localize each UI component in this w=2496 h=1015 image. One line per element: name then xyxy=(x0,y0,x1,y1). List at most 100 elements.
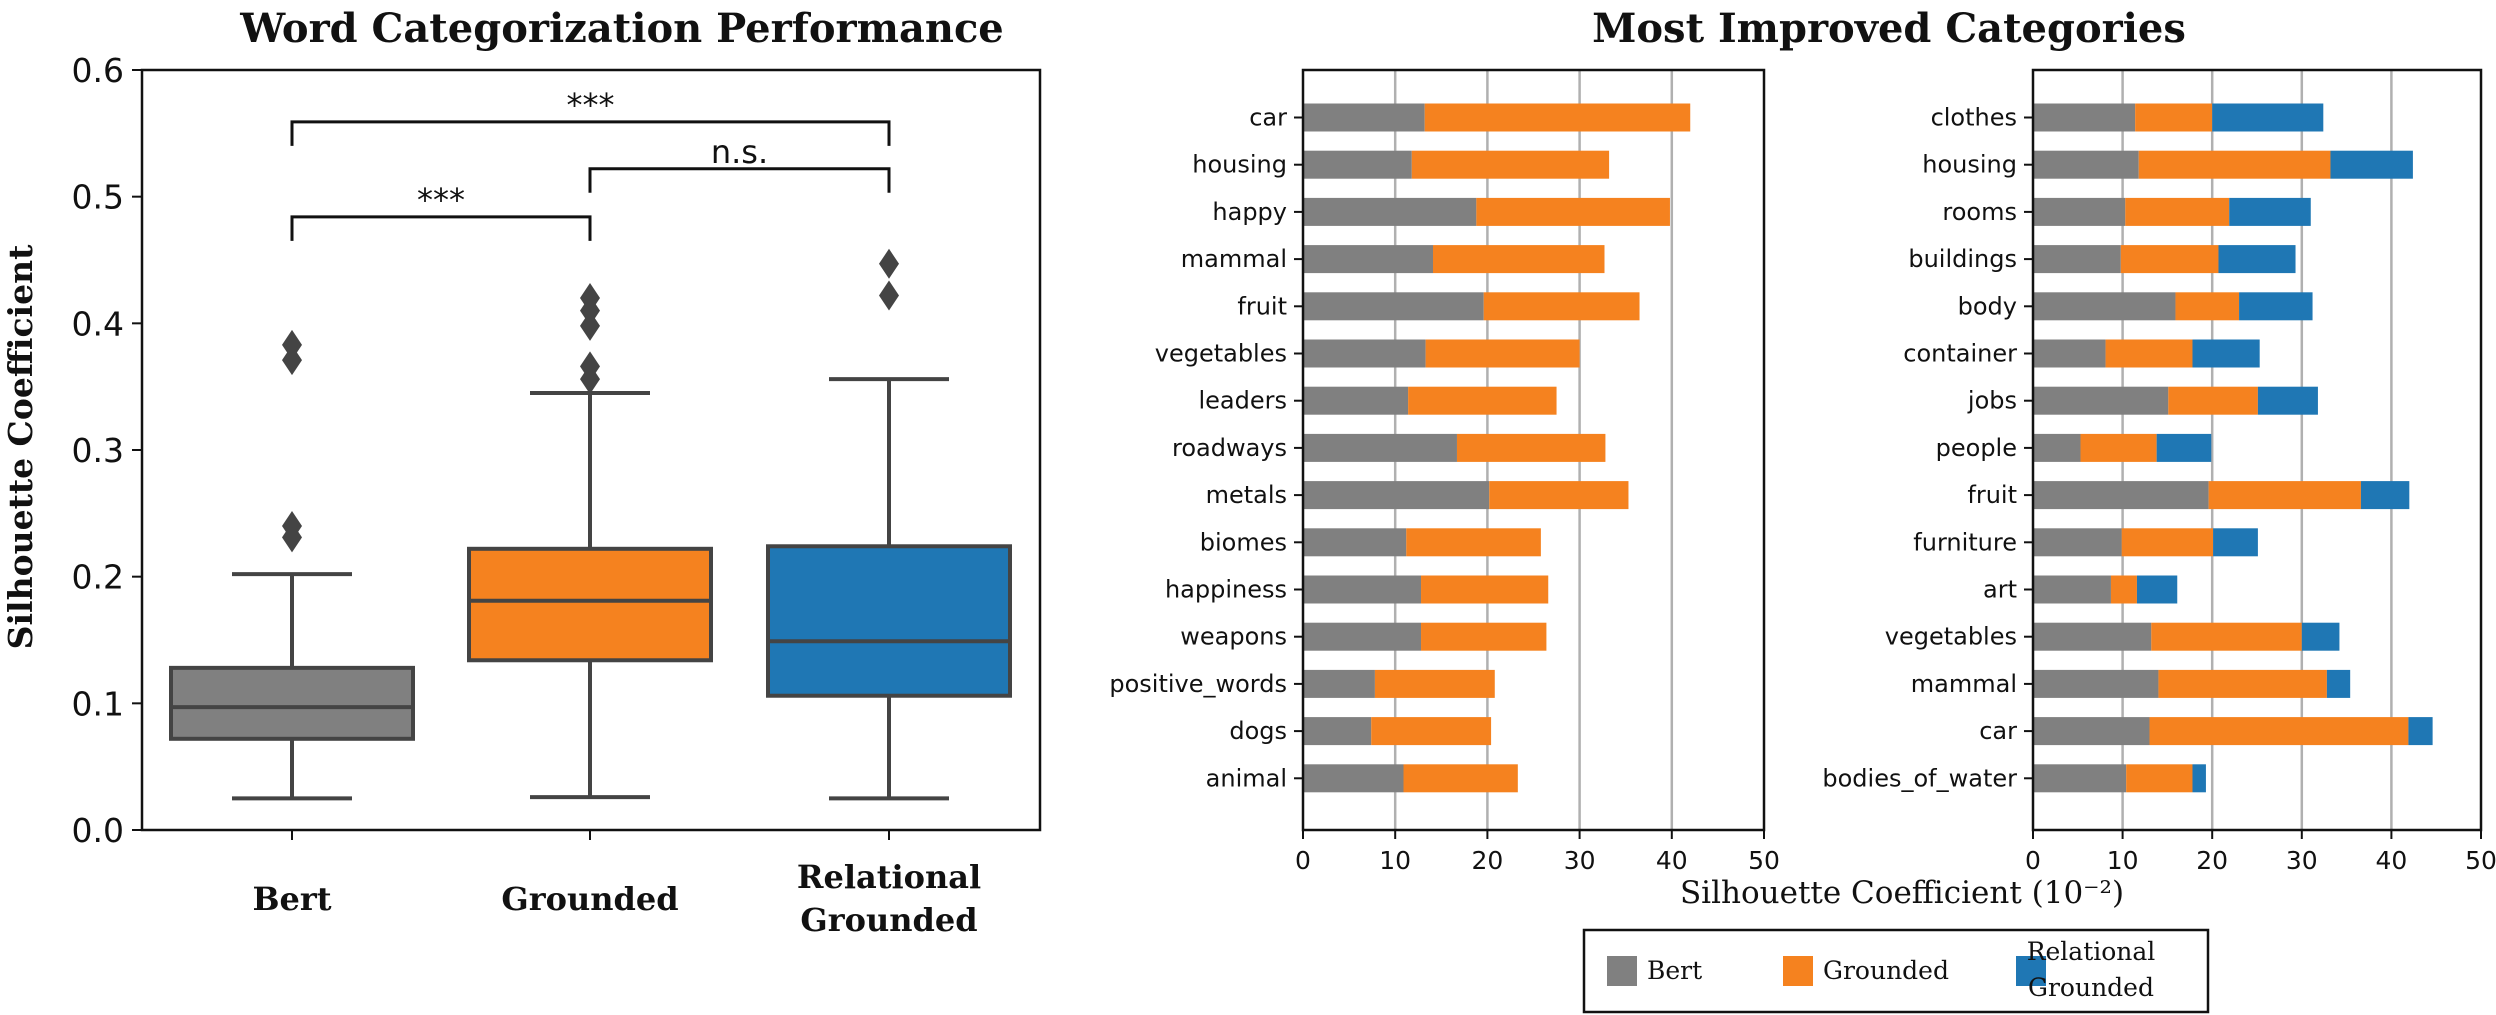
bar-grounded xyxy=(1421,575,1549,604)
bar-chart-frame xyxy=(2031,68,2483,832)
legend-label: Bert xyxy=(1647,956,1702,985)
y-tick-label: 0.5 xyxy=(72,178,124,217)
x-tick-label: 40 xyxy=(1656,846,1688,875)
bar-grounded xyxy=(2175,292,2240,321)
bar-relational-grounded xyxy=(2239,292,2313,321)
legend-swatch xyxy=(1783,956,1813,986)
bar-chart-relational: clothes housing rooms buildings body containe… xyxy=(1822,68,2496,875)
y-tick-label: 0.4 xyxy=(72,304,124,343)
category-label: vegetables xyxy=(1885,623,2017,651)
bar-relational-grounded xyxy=(2360,481,2410,510)
outlier-marker xyxy=(580,283,600,313)
legend: Bert Grounded Relational Grounded xyxy=(1582,928,2210,1014)
bar-grounded xyxy=(1408,386,1557,415)
bar-chart-frame xyxy=(1301,68,1766,832)
bar-bert xyxy=(2033,764,2127,793)
category-label: metals xyxy=(1206,481,1287,509)
bar-bert xyxy=(1303,433,1457,462)
group-label: Relational xyxy=(797,858,981,896)
bar-grounded xyxy=(2208,481,2361,510)
outlier-marker xyxy=(580,310,600,341)
bar-grounded xyxy=(1411,150,1610,179)
significance-bracket xyxy=(588,167,891,193)
bar-grounded xyxy=(2135,103,2213,132)
bar-bert xyxy=(1303,575,1422,604)
bar-grounded xyxy=(1425,339,1580,368)
bar-grounded xyxy=(2149,717,2409,746)
bar-bert xyxy=(2033,622,2152,651)
bar-relational-grounded xyxy=(2212,103,2324,132)
outlier-marker xyxy=(282,345,302,376)
box-bert xyxy=(169,665,415,741)
bar-bert xyxy=(1303,622,1422,651)
bar-bert xyxy=(2033,245,2121,274)
bar-x-axis-label: Silhouette Coefficient (10⁻²) xyxy=(1680,875,2124,911)
outlier-marker xyxy=(580,351,600,382)
bar-grounded xyxy=(2125,197,2230,226)
bar-grounded xyxy=(1456,433,1606,462)
group-label: Grounded xyxy=(800,901,977,939)
bar-grounded xyxy=(1421,622,1547,651)
category-label: people xyxy=(1936,434,2017,462)
category-label: biomes xyxy=(1200,528,1287,556)
significance-bracket xyxy=(290,215,592,241)
bar-relational-grounded xyxy=(2257,386,2318,415)
x-tick-label: 30 xyxy=(1564,846,1596,875)
bar-relational-grounded xyxy=(2301,622,2340,651)
category-label: car xyxy=(1979,717,2017,745)
bar-chart-grounded: car housing happy mammal fruit vegetables lead… xyxy=(1109,68,1780,875)
bar-bert xyxy=(2033,386,2169,415)
bar-chart-title: Most Improved Categories xyxy=(1592,5,2186,52)
bar-bert xyxy=(2033,717,2150,746)
bar-relational-grounded xyxy=(2192,764,2206,793)
bar-grounded xyxy=(1476,197,1670,226)
category-label: happiness xyxy=(1165,576,1287,604)
outlier-marker xyxy=(282,511,302,541)
bar-bert xyxy=(2033,103,2136,132)
bar-bert xyxy=(2033,575,2111,604)
bar-grounded xyxy=(2110,575,2137,604)
box-relational-grounded xyxy=(766,544,1012,698)
bar-grounded xyxy=(2158,669,2327,698)
category-label: animal xyxy=(1206,764,1287,792)
bar-grounded xyxy=(1489,481,1629,510)
box-grounded xyxy=(467,546,713,663)
box-chart-title: Word Categorization Performance xyxy=(239,5,1004,52)
category-label: buildings xyxy=(1908,245,2017,273)
x-tick-label: 10 xyxy=(2107,846,2139,875)
x-tick-label: 0 xyxy=(2025,846,2041,875)
bar-grounded xyxy=(1371,717,1492,746)
bar-relational-grounded xyxy=(2218,245,2296,274)
legend-label: Grounded xyxy=(2028,973,2154,1002)
category-label: jobs xyxy=(1967,387,2017,415)
bar-bert xyxy=(2033,150,2139,179)
category-label: furniture xyxy=(1913,528,2017,556)
legend-swatch xyxy=(1607,956,1637,986)
category-label: weapons xyxy=(1180,623,1287,651)
outlier-marker xyxy=(879,248,899,279)
bar-grounded xyxy=(2126,764,2193,793)
significance-bracket xyxy=(290,120,891,146)
bar-relational-grounded xyxy=(2192,339,2260,368)
group-label: Grounded xyxy=(501,880,678,918)
bar-grounded xyxy=(2105,339,2193,368)
category-label: mammal xyxy=(1911,670,2017,698)
bar-relational-grounded xyxy=(2330,150,2413,179)
box-plot: 0.0 0.1 0.2 0.3 0.4 0.5 0.6 Bert Grounded Relatio… xyxy=(72,51,1042,939)
category-label: car xyxy=(1249,104,1287,132)
y-tick-label: 0.2 xyxy=(72,558,124,597)
bar-relational-grounded xyxy=(2136,575,2178,604)
bar-bert xyxy=(1303,339,1426,368)
x-tick-label: 20 xyxy=(1471,846,1503,875)
category-label: art xyxy=(1983,576,2017,604)
x-tick-label: 20 xyxy=(2196,846,2228,875)
bar-bert xyxy=(1303,764,1404,793)
bar-grounded xyxy=(2080,433,2157,462)
bar-bert xyxy=(1303,197,1477,226)
category-label: container xyxy=(1903,340,2017,368)
y-tick-label: 0.1 xyxy=(72,684,124,723)
bar-grounded xyxy=(1374,669,1495,698)
group-label: Bert xyxy=(252,880,331,918)
x-tick-label: 10 xyxy=(1379,846,1411,875)
